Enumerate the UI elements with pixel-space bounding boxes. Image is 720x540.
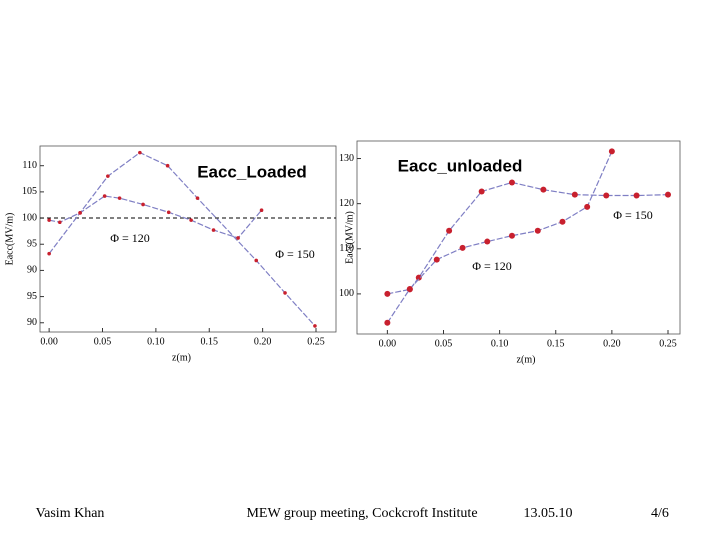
series-line: [48, 151, 316, 327]
data-point: [166, 210, 171, 215]
y-tick-label: 130: [339, 153, 354, 164]
data-point: [559, 218, 566, 225]
data-point: [106, 174, 110, 178]
data-point: [633, 192, 640, 199]
data-point: [571, 191, 578, 198]
data-point: [508, 232, 515, 239]
annotation: Φ = 120: [472, 259, 512, 273]
x-tick-label: 0.10: [491, 338, 509, 349]
x-tick-label: 0.00: [379, 338, 397, 349]
data-point: [459, 244, 466, 251]
x-tick-label: 0.00: [40, 336, 58, 347]
y-tick-label: 100: [22, 212, 37, 223]
annotation: Φ = 150: [275, 247, 315, 261]
data-point: [78, 211, 82, 215]
data-point: [313, 324, 317, 328]
data-point: [665, 191, 671, 198]
x-tick-label: 0.10: [147, 336, 165, 347]
y-tick-label: 110: [339, 243, 354, 254]
data-point: [433, 256, 440, 263]
series-line: [387, 181, 669, 295]
x-tick-label: 0.05: [435, 338, 453, 349]
footer-author: Vasim Khan: [36, 506, 105, 521]
data-point: [47, 218, 51, 222]
data-point: [283, 291, 287, 295]
y-tick-label: 105: [22, 186, 37, 197]
data-point: [608, 148, 615, 155]
footer-page: 4/6: [651, 506, 669, 521]
x-tick-label: 0.20: [603, 338, 621, 349]
data-point: [508, 179, 515, 186]
x-tick-label: 0.25: [659, 338, 677, 349]
data-point: [211, 228, 216, 232]
data-point: [195, 196, 200, 200]
y-tick-label: 110: [22, 160, 37, 171]
x-axis-label: z(m): [172, 352, 191, 363]
annotation: Φ = 120: [110, 231, 150, 245]
data-point: [584, 203, 591, 210]
data-point: [384, 319, 391, 326]
data-point: [415, 274, 422, 281]
data-point: [117, 196, 122, 200]
x-tick-label: 0.15: [201, 336, 219, 347]
chart-title: Eacc_unloaded: [398, 156, 523, 175]
data-point: [47, 251, 51, 256]
x-axis-label: z(m): [517, 354, 536, 365]
data-point: [478, 188, 485, 195]
y-axis-label: Eacc(MV/m): [344, 211, 355, 264]
series-line: [49, 195, 263, 239]
data-point: [540, 186, 547, 193]
x-tick-label: 0.05: [94, 336, 112, 347]
data-point: [446, 227, 453, 234]
data-point: [603, 192, 610, 199]
plot-frame: [39, 145, 337, 333]
annotation: Φ = 150: [613, 208, 653, 222]
chart-title: Eacc_Loaded: [197, 162, 307, 181]
y-tick-label: 95: [27, 291, 37, 302]
data-point: [58, 220, 62, 225]
plot-frame: [356, 140, 681, 335]
data-point: [534, 227, 541, 234]
y-tick-label: 120: [339, 198, 354, 209]
series-line: [386, 151, 613, 324]
data-point: [384, 290, 391, 297]
footer-date: 13.05.10: [524, 506, 573, 521]
data-point: [406, 285, 413, 292]
data-point: [189, 218, 193, 222]
data-point: [138, 150, 142, 155]
y-axis-label: Eacc(MV/m): [4, 213, 15, 266]
y-tick-label: 90: [27, 265, 37, 276]
data-point: [165, 163, 170, 168]
footer-event: MEW group meeting, Cockcroft Institute: [246, 506, 477, 521]
x-tick-label: 0.20: [254, 336, 272, 347]
x-tick-label: 0.25: [307, 336, 325, 347]
y-tick-label: 100: [339, 288, 354, 299]
data-point: [484, 238, 491, 245]
y-tick-label: 90: [27, 317, 37, 328]
y-tick-label: 95: [27, 239, 37, 250]
data-point: [254, 258, 259, 263]
x-tick-label: 0.15: [547, 338, 565, 349]
data-point: [236, 236, 240, 240]
data-point: [141, 202, 145, 207]
data-point: [102, 194, 107, 198]
data-point: [259, 208, 264, 213]
